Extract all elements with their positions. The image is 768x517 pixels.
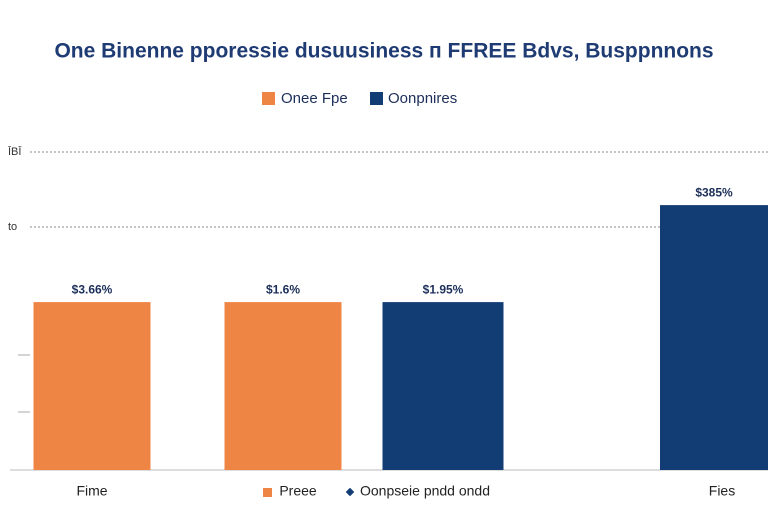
y-tick-label: to [8,221,17,233]
bar [382,302,504,470]
legend-label: Onee Fpe [281,90,348,107]
legend-label: Oonpnires [388,90,457,107]
value-label: $1.6% [266,282,300,296]
x-tick-label: Preee [279,483,317,499]
value-label: $1.95% [423,282,464,296]
legend-swatch [370,92,383,105]
x-marker [263,488,272,497]
bar [33,302,151,470]
x-tick-label: Fime [76,483,107,499]
value-label: $3.66% [72,282,113,296]
y-tick-label: ĪBĪ [8,146,22,158]
x-tick-label: Oonpseie pndd ondd [360,483,490,499]
legend-swatch [262,92,275,105]
x-tick-label: Fies [709,483,735,499]
value-label: $385% [695,185,733,199]
bar [224,302,342,470]
bar [660,205,768,470]
chart-title: One Binenne pporessie dusuusiness ᴨ FFRE… [54,40,713,63]
x-marker [345,487,355,497]
